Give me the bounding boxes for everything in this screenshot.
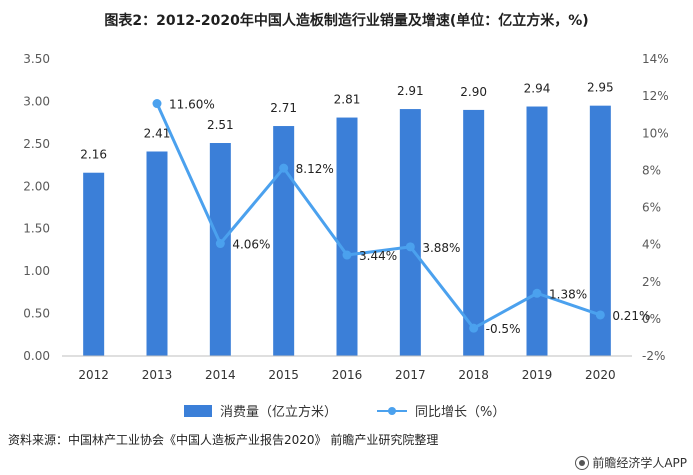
watermark-logo-icon [575,455,590,470]
growth-point [279,163,289,173]
y-right-tick-label: 12% [642,89,669,103]
y-left-tick-label: 1.00 [23,264,50,278]
source-note: 资料来源：中国林产工业协会《中国人造板产业报告2020》 前瞻产业研究院整理 [8,433,439,447]
bar-value-label: 2.71 [270,101,297,115]
bar [589,105,611,357]
watermark-text: 前瞻经济学人APP [592,456,687,470]
growth-point [532,288,542,298]
y-right-tick-label: 0% [642,312,661,326]
bar [336,117,358,357]
x-tick-label: 2012 [78,368,109,382]
growth-point [469,323,479,333]
y-right-tick-label: 14% [642,52,669,66]
growth-value-label: 0.21% [612,309,650,323]
bar-value-label: 2.90 [460,85,487,99]
y-left-tick-label: 2.00 [23,179,50,193]
bar [526,106,548,357]
x-tick-label: 2018 [458,368,489,382]
growth-point [595,310,605,320]
bar-value-label: 2.94 [524,82,551,96]
growth-value-label: -0.5% [486,322,521,336]
bar [209,143,231,356]
growth-point [152,99,162,109]
chart-legend: 消费量（亿立方米） 同比增长（%） [184,401,545,420]
y-right-tick-label: -2% [642,349,665,363]
growth-value-label: 4.06% [232,238,270,252]
y-left-tick-label: 0.50 [23,307,50,321]
y-right-tick-label: 2% [642,275,661,289]
growth-value-label: 8.12% [296,162,334,176]
growth-value-label: 3.88% [422,241,460,255]
bar [146,151,168,356]
x-tick-label: 2017 [395,368,426,382]
y-left-tick-label: 3.00 [23,94,50,108]
y-right-tick-label: 8% [642,163,661,177]
bar-value-label: 2.81 [334,93,361,107]
watermark: 前瞻经济学人APP [575,454,687,471]
x-tick-label: 2020 [585,368,616,382]
bar-value-label: 2.91 [397,84,424,98]
bar [273,126,295,356]
x-tick-label: 2016 [332,368,363,382]
legend-line-swatch [377,405,408,417]
bar-value-label: 2.16 [80,148,107,162]
legend-bar-label: 消费量（亿立方米） [220,405,338,420]
x-tick-label: 2019 [522,368,553,382]
growth-point [215,239,225,249]
y-left-tick-label: 1.50 [23,222,50,236]
growth-value-label: 1.38% [549,287,587,301]
growth-value-label: 11.60% [169,98,215,112]
bar [83,172,105,356]
growth-value-label: 3.44% [359,249,397,263]
legend-item-line: 同比增长（%） [377,401,505,420]
y-left-tick-label: 3.50 [23,52,50,66]
x-tick-label: 2015 [268,368,299,382]
x-tick-label: 2013 [142,368,173,382]
bar [463,109,485,357]
x-tick-label: 2014 [205,368,236,382]
bar-value-label: 2.51 [207,118,234,132]
growth-point [342,250,352,260]
bar [399,109,421,357]
legend-item-bar: 消费量（亿立方米） [184,401,337,420]
y-right-tick-label: 6% [642,201,661,215]
legend-line-label: 同比增长（%） [415,405,506,420]
bar-value-label: 2.41 [144,126,171,140]
combo-chart: 0.00 0.50 1.00 1.50 2.00 2.50 3.00 3.50 -2% 0% 2% 4… [23,52,669,382]
bar-value-label: 2.95 [587,81,614,95]
y-right-tick-label: 4% [642,238,661,252]
y-right-tick-label: 10% [642,126,669,140]
y-left-tick-label: 0.00 [23,349,50,363]
growth-point [405,242,415,252]
chart-title: 图表2：2012-2020年中国人造板制造行业销量及增速(单位：亿立方米，%) [104,13,589,29]
y-left-tick-label: 2.50 [23,137,50,151]
legend-bar-swatch [184,404,212,417]
growth-line [155,102,601,330]
